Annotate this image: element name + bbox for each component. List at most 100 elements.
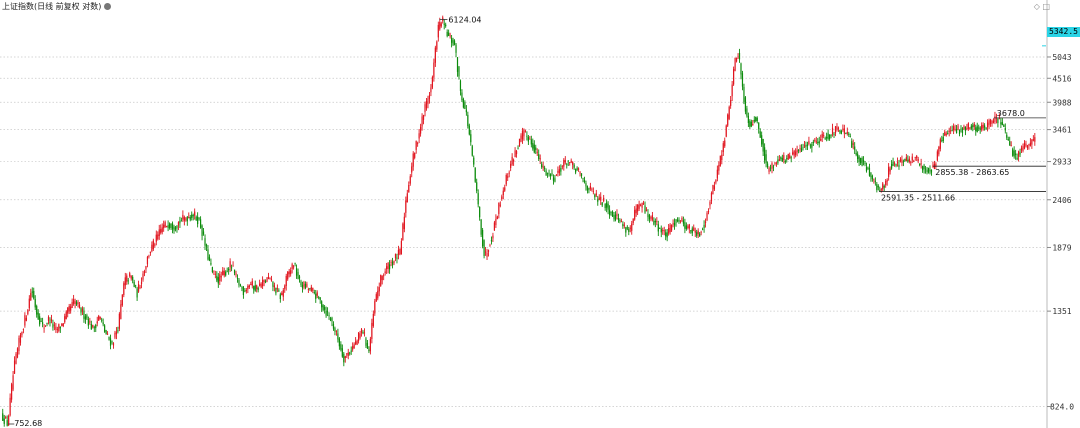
candle-body — [567, 160, 569, 162]
candle-body — [362, 331, 364, 334]
candle-body — [297, 271, 299, 280]
candle-body — [986, 122, 989, 128]
candle-body — [464, 102, 466, 110]
candle-body — [115, 331, 118, 335]
candle-body — [3, 418, 5, 424]
circle-icon[interactable] — [104, 3, 112, 10]
candle-body — [55, 326, 57, 330]
candle-body — [626, 227, 628, 229]
candle-body — [213, 270, 215, 272]
candle-body — [1026, 145, 1029, 148]
candle-body — [36, 306, 38, 315]
candle-body — [955, 128, 958, 134]
candle-body — [704, 221, 707, 223]
candle-body — [247, 286, 249, 290]
candle-body — [625, 227, 627, 233]
candle-body — [896, 162, 899, 164]
candle-body — [105, 330, 107, 335]
candle-body — [728, 106, 730, 119]
diamond-icon[interactable]: ◇ — [1033, 2, 1040, 11]
candle-body — [80, 307, 82, 313]
candle-body — [47, 316, 50, 321]
candle-body — [975, 127, 977, 132]
candle-body — [248, 285, 250, 288]
candle-body — [74, 301, 76, 304]
candle-body — [842, 128, 844, 130]
candle-body — [349, 352, 351, 354]
candle-body — [121, 294, 123, 306]
candle-body — [994, 116, 996, 122]
candle-body — [462, 99, 465, 108]
candle-body — [459, 80, 462, 91]
candle-body — [549, 174, 552, 176]
candle-body — [310, 286, 312, 292]
candle-body — [284, 285, 286, 289]
candle-body — [71, 302, 73, 308]
candle-body — [124, 277, 126, 286]
candle-body — [888, 166, 890, 177]
candle-body — [811, 144, 813, 148]
candle-body — [827, 133, 829, 140]
candle-body — [632, 218, 634, 223]
candle-body — [31, 291, 33, 293]
candle-body — [75, 301, 78, 305]
candle-body — [19, 334, 22, 343]
candle-body — [721, 154, 723, 161]
candle-body — [991, 120, 993, 124]
candle-body — [978, 127, 980, 129]
candle-body — [892, 161, 894, 166]
candle-body — [623, 224, 625, 226]
candle-body — [808, 140, 810, 144]
candle-body — [468, 125, 470, 135]
candle-body — [192, 215, 194, 217]
candle-body — [505, 175, 507, 185]
candle-body — [675, 219, 677, 224]
candle-body — [727, 114, 729, 126]
candle-body — [37, 312, 39, 320]
candle-body — [168, 223, 171, 228]
candle-body — [403, 216, 405, 230]
candle-body — [352, 346, 354, 350]
candle-body — [194, 211, 196, 216]
candle-body — [910, 162, 912, 164]
candle-body — [966, 128, 968, 130]
candle-body — [616, 213, 618, 217]
candle-body — [484, 251, 487, 253]
candle-body — [338, 338, 340, 347]
candle-body — [77, 302, 79, 305]
candle-body — [151, 244, 153, 252]
candle-body — [465, 109, 467, 113]
candle-body — [873, 179, 875, 181]
candle-body — [64, 316, 66, 323]
candle-body — [985, 127, 987, 130]
candle-body — [750, 121, 752, 127]
candle-body — [499, 204, 501, 206]
candle-body — [137, 284, 140, 292]
candle-body — [359, 333, 361, 339]
candle-body — [911, 156, 913, 161]
candle-body — [375, 294, 377, 302]
candle-body — [629, 227, 631, 229]
candle-body — [673, 223, 676, 226]
candle-body — [434, 47, 436, 63]
square-icon[interactable]: □ — [1042, 2, 1050, 11]
candle-body — [961, 128, 964, 133]
candle-body — [795, 151, 797, 155]
candle-body — [9, 397, 11, 416]
candle-body — [78, 304, 81, 308]
candle-body — [885, 181, 887, 186]
candle-body — [919, 163, 921, 166]
candle-body — [1032, 139, 1034, 141]
annotation-range-label: 2855.38 - 2863.65 — [935, 168, 1009, 177]
annotation-high: 6124.04 — [448, 15, 481, 24]
candle-body — [678, 219, 680, 222]
candle-body — [515, 151, 518, 155]
candle-body — [220, 276, 222, 278]
candle-body — [108, 336, 110, 340]
candle-body — [493, 222, 496, 231]
candle-body — [242, 286, 245, 296]
candle-body — [681, 218, 683, 221]
candle-body — [380, 274, 382, 286]
candle-body — [834, 126, 837, 134]
